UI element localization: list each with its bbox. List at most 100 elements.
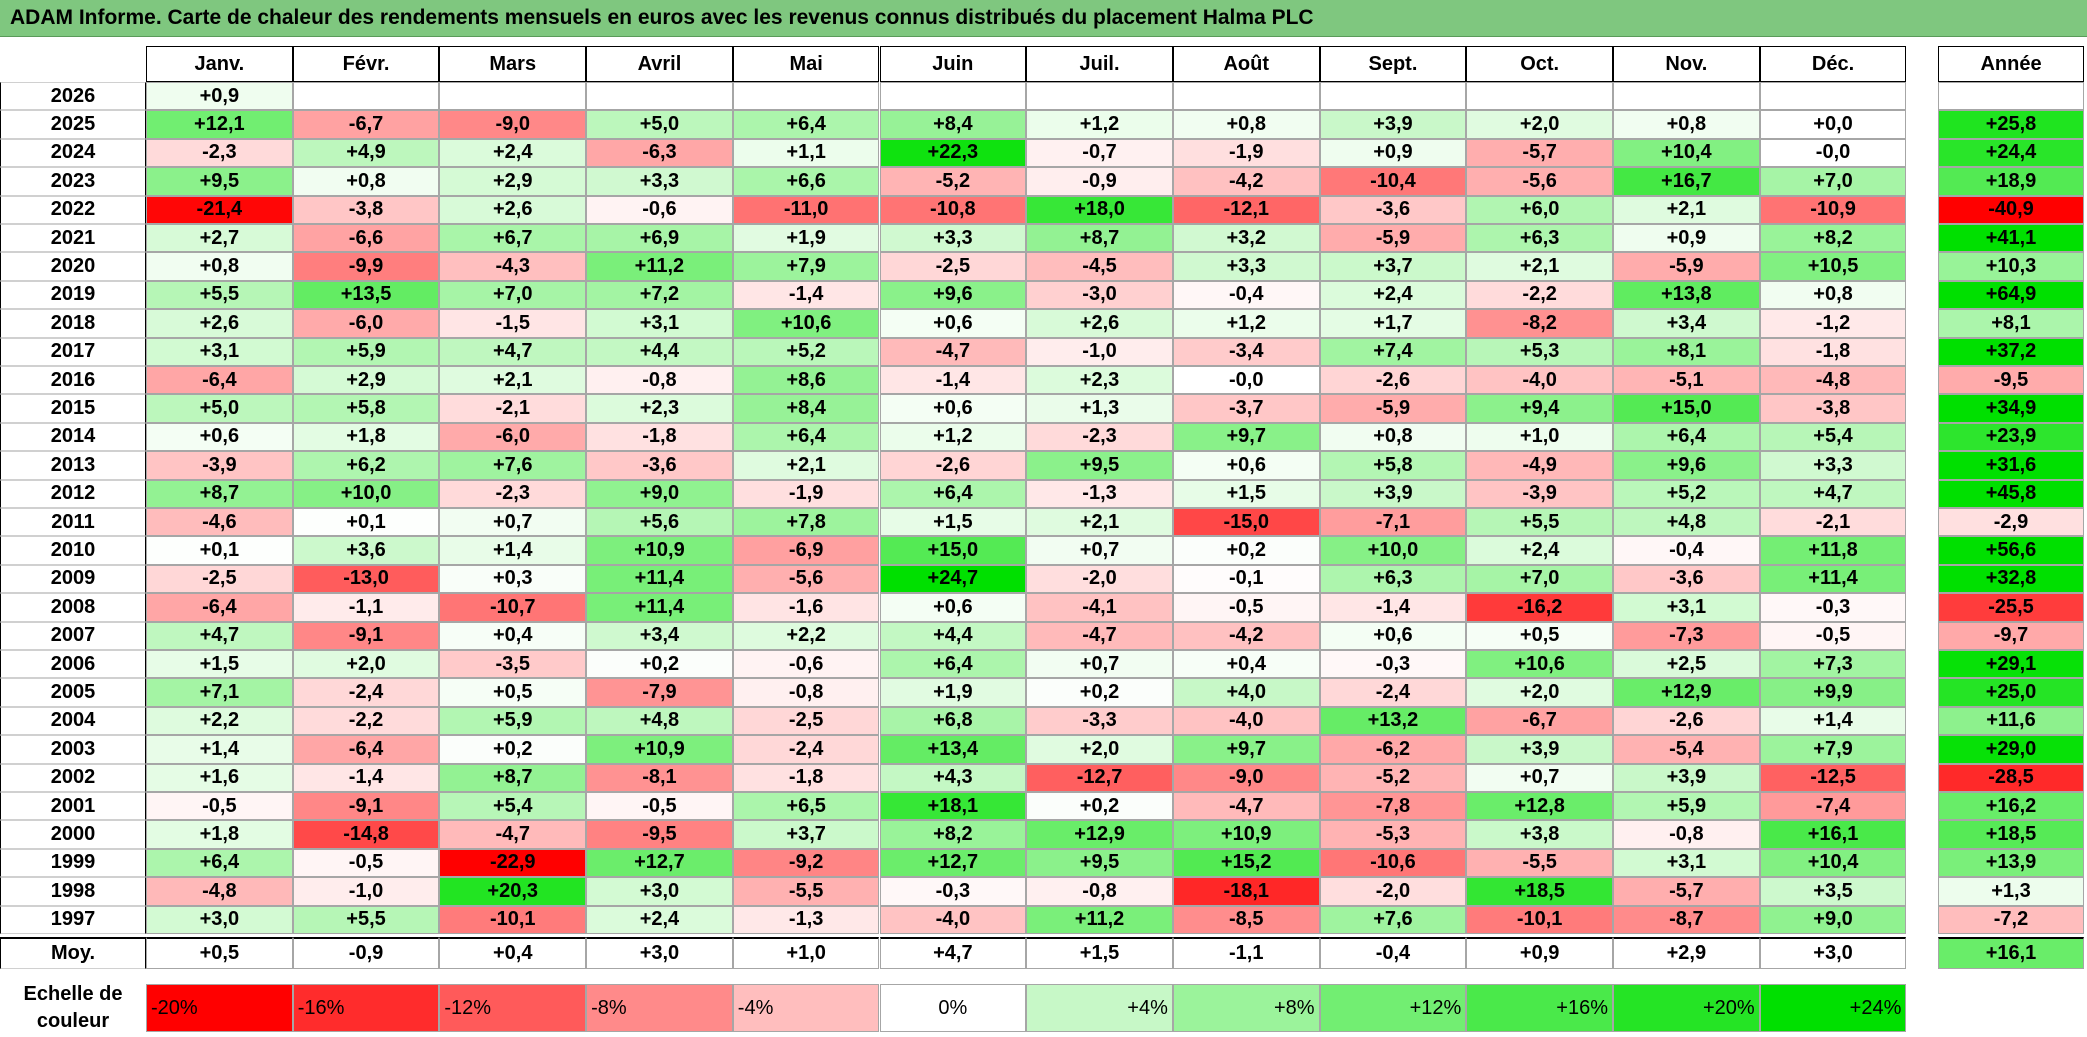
- year-label: 2018: [0, 309, 146, 338]
- average-cell: +3,0: [586, 937, 733, 969]
- year-label: 2019: [0, 280, 146, 310]
- heatmap-cell: -5,6: [732, 564, 880, 594]
- month-header: Avril: [586, 46, 733, 82]
- heatmap-cell: -10,9: [1759, 195, 1907, 224]
- average-label: Moy.: [0, 937, 146, 969]
- heatmap-cell: -2,4: [1319, 678, 1467, 707]
- heatmap-cell: +15,0: [879, 536, 1027, 565]
- heatmap-cell: +10,6: [1466, 650, 1613, 679]
- year-label: 2007: [0, 621, 146, 650]
- heatmap-cell: +4,7: [146, 621, 293, 650]
- heatmap-cell: +5,8: [292, 394, 440, 423]
- heatmap-cell: -5,5: [732, 877, 880, 906]
- heatmap-cell: -6,7: [1466, 706, 1613, 736]
- year-label: 2006: [0, 650, 146, 679]
- heatmap-cell: +3,6: [292, 536, 440, 565]
- heatmap-cell: +2,1: [1613, 195, 1760, 224]
- heatmap-cell: +10,9: [586, 735, 733, 764]
- heatmap-cell: -6,0: [292, 309, 440, 338]
- annual-cell: +8,1: [1938, 309, 2084, 338]
- heatmap-cell: -5,7: [1613, 877, 1760, 906]
- heatmap-cell: +10,0: [1319, 536, 1467, 565]
- heatmap-cell: +1,0: [1466, 422, 1613, 452]
- heatmap-cell: +2,0: [1466, 110, 1613, 139]
- annual-cell: +41,1: [1938, 224, 2084, 253]
- heatmap-cell: +11,4: [586, 593, 733, 622]
- heatmap-cell: -5,2: [1319, 763, 1467, 792]
- heatmap-cell: -14,8: [292, 820, 440, 849]
- heatmap-cell: -1,8: [586, 422, 733, 452]
- heatmap-cell: +5,2: [732, 337, 880, 366]
- heatmap-cell: +13,2: [1319, 706, 1467, 736]
- color-scale-step: +24%: [1759, 984, 1907, 1032]
- heatmap-cell: +0,4: [439, 621, 587, 650]
- average-cell: +3,0: [1759, 937, 1907, 969]
- heatmap-cell: +1,9: [879, 678, 1027, 707]
- year-label: 2024: [0, 138, 146, 168]
- annual-cell: +32,8: [1938, 564, 2084, 594]
- year-label: 2009: [0, 564, 146, 594]
- heatmap-cell: +9,9: [1759, 678, 1907, 707]
- heatmap-cell: +8,1: [1613, 337, 1760, 366]
- heatmap-cell: +1,8: [146, 820, 293, 849]
- heatmap-cell: -2,6: [1613, 706, 1760, 736]
- heatmap-cell: +3,1: [1613, 593, 1760, 622]
- color-scale-step: +8%: [1172, 984, 1320, 1032]
- heatmap-cell: -0,7: [1026, 138, 1173, 168]
- heatmap-cell: +2,4: [439, 138, 587, 168]
- month-header: Sept.: [1319, 46, 1467, 82]
- heatmap-cell: +0,6: [1172, 451, 1320, 480]
- heatmap-cell: +10,9: [586, 536, 733, 565]
- average-annual-cell: +16,1: [1938, 937, 2084, 969]
- annual-cell: +56,6: [1938, 536, 2084, 565]
- heatmap-cell: -6,7: [292, 110, 440, 139]
- month-header: Août: [1172, 46, 1320, 82]
- heatmap-cell: +18,1: [879, 792, 1027, 821]
- year-label: 2020: [0, 252, 146, 281]
- heatmap-cell: [1466, 82, 1613, 111]
- year-label: 2025: [0, 110, 146, 139]
- heatmap-cell: [732, 82, 880, 111]
- heatmap-cell: [1319, 82, 1467, 111]
- heatmap-cell: +5,0: [146, 394, 293, 423]
- month-header: Mars: [439, 46, 587, 82]
- heatmap-cell: -5,9: [1319, 394, 1467, 423]
- heatmap-cell: -4,7: [1026, 621, 1173, 650]
- heatmap-cell: -4,2: [1172, 621, 1320, 650]
- heatmap-cell: +8,4: [732, 394, 880, 423]
- heatmap-cell: -0,8: [586, 366, 733, 395]
- heatmap-cell: +3,8: [1466, 820, 1613, 849]
- heatmap-cell: +0,9: [1319, 138, 1467, 168]
- heatmap-cell: +4,4: [586, 337, 733, 366]
- heatmap-cell: +2,3: [1026, 366, 1173, 395]
- heatmap-cell: -4,7: [1172, 792, 1320, 821]
- heatmap-cell: -2,2: [1466, 280, 1613, 310]
- heatmap-cell: -0,1: [1172, 564, 1320, 594]
- year-label: 2005: [0, 678, 146, 707]
- heatmap-cell: -6,4: [292, 735, 440, 764]
- heatmap-cell: +2,1: [1026, 508, 1173, 537]
- heatmap-cell: +3,1: [146, 337, 293, 366]
- year-label: 2010: [0, 536, 146, 565]
- year-label: 2023: [0, 167, 146, 196]
- annual-cell: +10,3: [1938, 252, 2084, 281]
- heatmap-cell: +9,4: [1466, 394, 1613, 423]
- heatmap-cell: -0,9: [1026, 167, 1173, 196]
- heatmap-cell: +0,8: [292, 167, 440, 196]
- heatmap-cell: +5,6: [586, 508, 733, 537]
- heatmap-cell: +7,4: [1319, 337, 1467, 366]
- annual-cell: +16,2: [1938, 792, 2084, 821]
- annual-cell: +34,9: [1938, 394, 2084, 423]
- heatmap-cell: +11,4: [1759, 564, 1907, 594]
- color-scale-step: -8%: [586, 984, 733, 1032]
- heatmap-cell: -0,0: [1172, 366, 1320, 395]
- heatmap-cell: -6,9: [732, 536, 880, 565]
- heatmap-cell: +4,7: [439, 337, 587, 366]
- color-scale-step: -4%: [732, 984, 880, 1032]
- heatmap-cell: -2,5: [146, 564, 293, 594]
- heatmap-cell: +3,3: [879, 224, 1027, 253]
- heatmap-cell: -22,9: [439, 848, 587, 878]
- heatmap-cell: +3,0: [586, 877, 733, 906]
- heatmap-cell: +6,6: [732, 167, 880, 196]
- heatmap-cell: -0,5: [586, 792, 733, 821]
